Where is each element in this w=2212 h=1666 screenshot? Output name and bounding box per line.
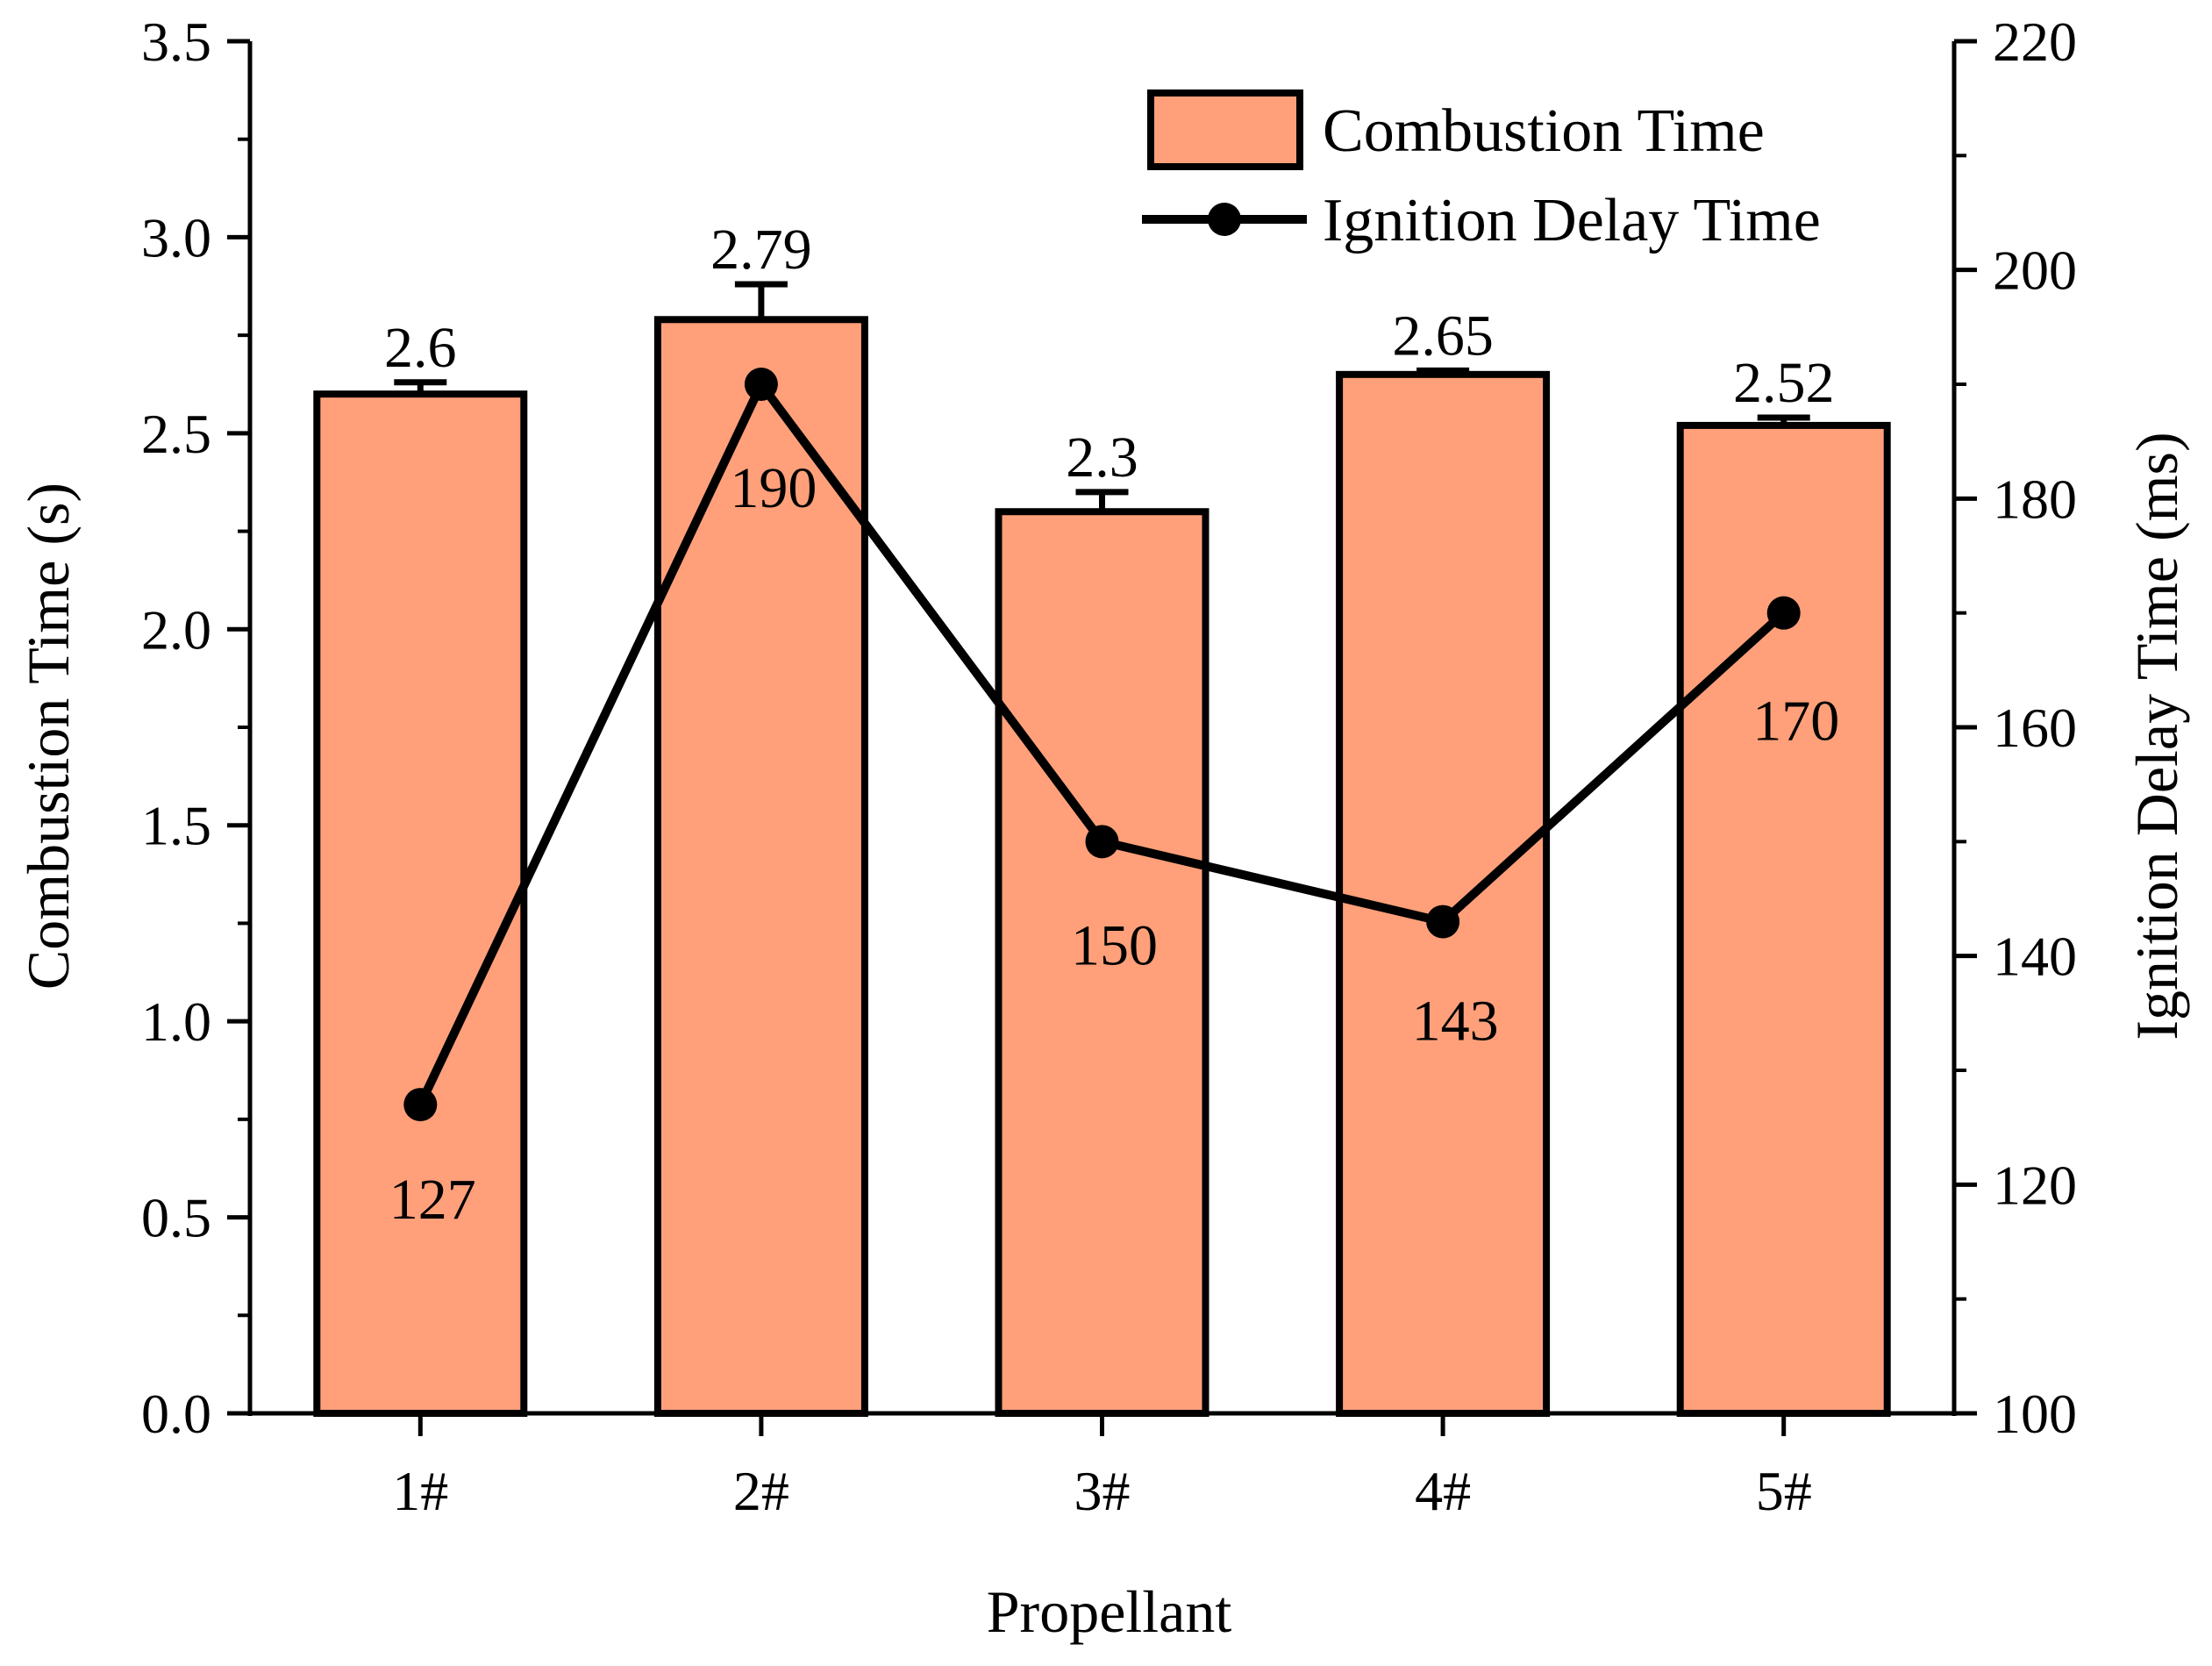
x-tick-label-5#: 5# — [1756, 1460, 1812, 1522]
ignition-delay-label-4#: 143 — [1412, 990, 1499, 1054]
bar-value-label-4#: 2.65 — [1392, 304, 1494, 368]
ignition-delay-label-2#: 190 — [730, 456, 817, 520]
y-right-tick-label-100: 100 — [1993, 1383, 2077, 1445]
ignition-delay-point-2# — [744, 368, 778, 401]
y-right-tick-label-180: 180 — [1993, 468, 2077, 530]
y-right-tick-label-140: 140 — [1993, 926, 2077, 988]
ignition-delay-label-5#: 170 — [1752, 690, 1839, 754]
ignition-delay-label-3#: 150 — [1071, 913, 1158, 977]
y-left-tick-label-3.5: 3.5 — [141, 11, 211, 73]
bar-value-label-1#: 2.6 — [384, 316, 457, 380]
legend-label-combustion-time: Combustion Time — [1323, 97, 1765, 165]
y-left-tick-label-1.0: 1.0 — [141, 990, 211, 1053]
bar-2# — [653, 316, 868, 1418]
y-right-tick-label-200: 200 — [1993, 240, 2077, 302]
x-axis-title: Propellant — [987, 1578, 1232, 1645]
x-tick-label-2#: 2# — [733, 1460, 789, 1522]
y-right-tick-label-160: 160 — [1993, 697, 2077, 759]
x-tick-label-1#: 1# — [392, 1460, 448, 1522]
error-bars-group — [394, 281, 1810, 512]
bar-value-label-2#: 2.79 — [710, 218, 812, 282]
ignition-delay-point-3# — [1085, 825, 1119, 859]
y-left-tick-label-0.0: 0.0 — [141, 1383, 211, 1445]
y-left-tick-label-0.5: 0.5 — [141, 1187, 211, 1249]
bar-5# — [1676, 421, 1891, 1417]
line-series-group — [403, 368, 1801, 1122]
bar-value-label-3#: 2.3 — [1066, 425, 1138, 490]
bar-1# — [313, 390, 528, 1418]
y-left-tick-label-2.5: 2.5 — [141, 403, 211, 465]
axes-group: 0.0 0.5 1.0 1.5 2.0 2.5 3.0 3.5 100 120 140 160 180 2… — [15, 11, 2190, 1645]
legend: Combustion Time Ignition Delay Time — [1142, 89, 1821, 254]
legend-label-ignition-delay: Ignition Delay Time — [1323, 187, 1821, 254]
ignition-delay-label-1#: 127 — [389, 1168, 476, 1232]
y-right-axis-title: Ignition Delay Time (ms) — [2123, 432, 2190, 1040]
y-right-tick-label-120: 120 — [1993, 1154, 2077, 1216]
bar-value-label-5#: 2.52 — [1733, 351, 1835, 415]
y-left-axis-title: Combustion Time (s) — [15, 483, 82, 990]
data-labels-group: 2.6 2.79 2.3 2.65 2.52 127 190 150 143 170 — [384, 218, 1839, 1232]
x-tick-label-4#: 4# — [1415, 1460, 1471, 1522]
legend-swatch-combustion-time — [1147, 89, 1303, 170]
y-left-tick-label-3.0: 3.0 — [141, 206, 211, 268]
y-right-tick-label-220: 220 — [1993, 11, 2077, 73]
x-tick-label-3#: 3# — [1074, 1460, 1131, 1522]
ignition-delay-point-1# — [403, 1088, 438, 1122]
ignition-delay-point-4# — [1426, 905, 1460, 939]
y-left-tick-label-1.5: 1.5 — [141, 795, 211, 857]
legend-marker-ignition-delay — [1208, 203, 1241, 236]
y-left-tick-label-2.0: 2.0 — [141, 598, 211, 661]
bar-4# — [1336, 370, 1551, 1417]
ignition-delay-point-5# — [1766, 596, 1801, 630]
